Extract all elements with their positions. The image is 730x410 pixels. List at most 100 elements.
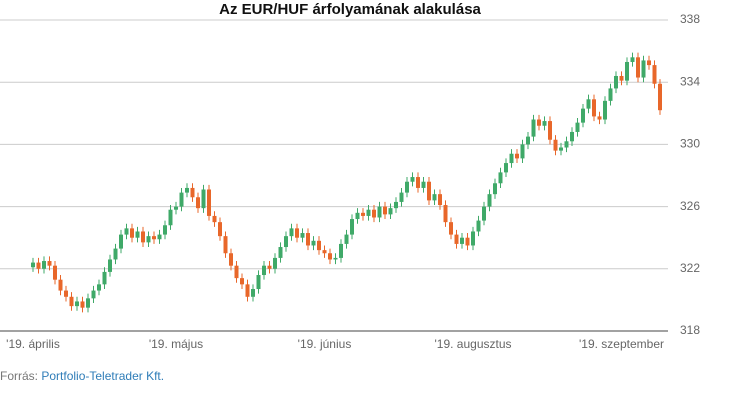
candle-body [278, 247, 283, 258]
candle-body [476, 220, 481, 232]
candle-body [339, 243, 343, 258]
candle-body [256, 275, 261, 290]
candle-body [531, 119, 536, 137]
candle-body [421, 181, 426, 188]
source: Forrás: Portfolio-Teletrader Kft. [0, 369, 164, 383]
candle-body [69, 296, 74, 307]
candle-body [86, 298, 90, 308]
candle-body [658, 83, 662, 111]
y-tick-label: 318 [680, 323, 700, 337]
candle-body [361, 212, 365, 216]
candle-body [157, 234, 162, 240]
candle-body [608, 88, 613, 101]
candle-body [300, 233, 305, 238]
candle-body [328, 253, 332, 260]
candle-body [124, 228, 129, 235]
candle-body [641, 60, 646, 78]
candle-body [614, 75, 618, 89]
candle-body [575, 122, 580, 132]
candle-body [80, 301, 85, 308]
candle-body [31, 262, 35, 268]
candle-body [460, 237, 464, 244]
candle-body [146, 236, 151, 243]
candle-body [432, 194, 437, 201]
source-link[interactable]: Portfolio-Teletrader Kft. [41, 369, 164, 383]
candle-body [399, 192, 404, 202]
candle-body [289, 228, 294, 237]
candle-body [273, 257, 277, 269]
candle-body [625, 61, 629, 81]
candle-body [630, 57, 635, 62]
candle-body [284, 236, 288, 248]
candle-body [102, 271, 107, 285]
candle-body [438, 194, 442, 206]
candle-body [636, 57, 640, 78]
candle-body [597, 116, 602, 120]
candle-body [119, 234, 123, 249]
candle-body [454, 234, 459, 244]
x-tick-label: '19. június [298, 337, 352, 351]
candle-body [251, 289, 255, 297]
candle-body [647, 60, 651, 66]
candle-body [47, 261, 52, 266]
candle-body [383, 206, 387, 215]
candle-body [163, 225, 167, 235]
candle-body [306, 233, 310, 246]
candle-body [570, 131, 574, 142]
candle-body [113, 248, 118, 260]
candle-body [333, 257, 338, 260]
candle-body [449, 222, 453, 235]
y-tick-label: 326 [680, 199, 700, 213]
candle-body [42, 261, 46, 269]
candle-body [603, 100, 607, 120]
candle-body [311, 240, 316, 246]
candle-body [564, 141, 569, 148]
candle-body [245, 284, 250, 297]
candle-body [548, 121, 552, 140]
candle-body [36, 262, 41, 269]
candle-body [152, 236, 156, 240]
candle-body [317, 240, 321, 251]
candle-body [185, 187, 189, 193]
candle-body [509, 153, 514, 164]
candle-body [201, 189, 206, 209]
source-label: Forrás: [0, 369, 38, 383]
candle-body [553, 139, 558, 151]
candle-body [322, 250, 327, 254]
candle-body [526, 136, 530, 145]
candle-body [377, 206, 382, 218]
candle-body [427, 181, 431, 201]
candle-body [542, 121, 547, 126]
y-tick-label: 334 [680, 74, 700, 88]
candle-body [196, 197, 200, 209]
candle-body [372, 209, 376, 218]
y-tick-label: 322 [680, 261, 700, 275]
candle-body [559, 147, 563, 151]
candle-body [168, 209, 173, 226]
candle-body [179, 192, 184, 207]
candle-body [471, 231, 475, 246]
candle-body [355, 212, 360, 220]
candle-body [190, 187, 195, 198]
candle-body [394, 201, 398, 209]
candle-body [75, 301, 79, 307]
candle-body [443, 205, 448, 223]
candle-body [262, 265, 266, 276]
candle-body [498, 172, 503, 184]
candle-body [240, 278, 244, 285]
candle-body [295, 228, 299, 238]
candle-body [207, 189, 211, 216]
candle-body [130, 228, 134, 238]
candle-body [520, 144, 525, 159]
candle-body [135, 231, 140, 238]
candle-body [223, 236, 228, 254]
candle-body [366, 209, 371, 216]
candle-body [350, 219, 354, 235]
candle-body [58, 279, 63, 291]
y-tick-label: 338 [680, 12, 700, 26]
candle-body [504, 163, 508, 173]
candle-body [64, 290, 68, 297]
candle-body [97, 284, 101, 291]
